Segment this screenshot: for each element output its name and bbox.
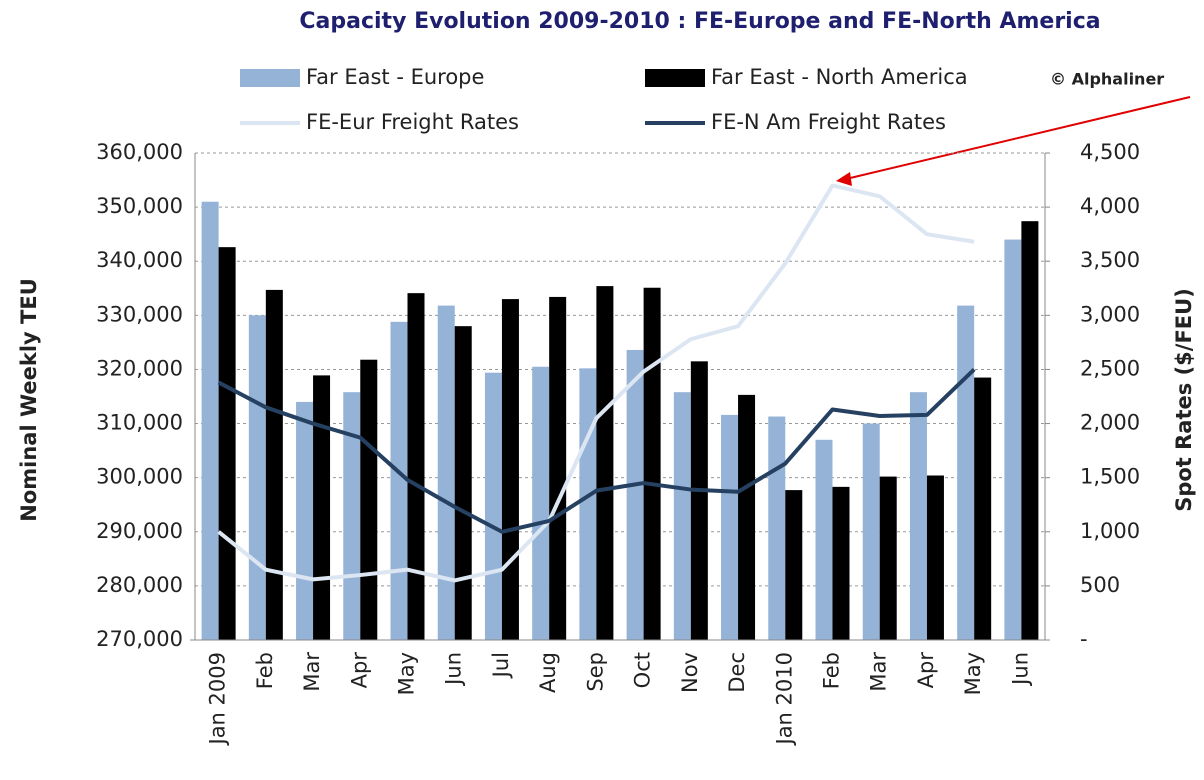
y2-tick-label: 4,000 [1080, 194, 1140, 218]
line [217, 368, 976, 534]
x-tick-label: Jul [489, 652, 513, 679]
y2-tick-label: 2,500 [1080, 356, 1140, 380]
x-tick-label: Oct [631, 652, 655, 688]
line [217, 183, 975, 583]
bar [785, 490, 803, 640]
y-tick-label: 360,000 [96, 140, 183, 164]
bar [1021, 221, 1039, 640]
bar [673, 392, 691, 640]
y2-tick-label: - [1080, 627, 1088, 651]
x-tick-label: Aug [536, 652, 560, 693]
x-tick-label: Apr [914, 652, 938, 689]
x-tick-label: Jun [1008, 652, 1032, 687]
bar [313, 375, 331, 640]
annotation-arrow [845, 96, 1191, 180]
bar [454, 326, 472, 640]
bar [390, 321, 408, 640]
bar [832, 486, 850, 640]
bar [218, 247, 236, 641]
bar [501, 299, 519, 640]
bar [201, 201, 219, 640]
arrow-head [836, 172, 852, 186]
bar [862, 423, 880, 640]
bar [437, 305, 455, 640]
bar [248, 315, 266, 640]
legend-label: FE-Eur Freight Rates [306, 110, 519, 134]
x-tick-label: May [961, 652, 985, 695]
y-tick-label: 300,000 [96, 465, 183, 489]
bar [265, 289, 283, 640]
y-tick-label: 350,000 [96, 194, 183, 218]
y2-tick-label: 4,500 [1080, 140, 1140, 164]
x-tick-label: Jun [442, 652, 466, 687]
y-tick-label: 270,000 [96, 627, 183, 651]
y-tick-label: 280,000 [96, 573, 183, 597]
bar [768, 416, 786, 640]
bar [532, 366, 550, 640]
bar [596, 286, 614, 640]
legend-label: FE-N Am Freight Rates [711, 110, 946, 134]
bar [721, 414, 739, 640]
bar [579, 368, 597, 640]
x-tick-label: Mar [300, 652, 324, 692]
x-tick-label: Dec [725, 652, 749, 693]
bar [407, 293, 425, 640]
y2-tick-label: 500 [1080, 573, 1120, 597]
bar [738, 394, 756, 640]
x-tick-label: Feb [820, 652, 844, 689]
y-tick-label: 340,000 [96, 248, 183, 272]
x-tick-label: Nov [678, 652, 702, 693]
x-tick-label: Feb [253, 652, 277, 689]
bar [296, 401, 314, 640]
bar [974, 377, 992, 640]
bar [343, 392, 361, 640]
y-tick-label: 310,000 [96, 411, 183, 435]
chart-title: Capacity Evolution 2009-2010 : FE-Europe… [299, 9, 1100, 34]
bar [815, 439, 833, 640]
x-tick-label: Apr [347, 652, 371, 689]
bar [926, 475, 944, 640]
x-tick-label: Jan 2010 [772, 652, 796, 747]
legend-swatch [645, 69, 705, 87]
x-tick-label: Sep [583, 652, 607, 692]
y-tick-label: 330,000 [96, 302, 183, 326]
x-tick-label: May [395, 652, 419, 695]
legend-label: Far East - Europe [306, 65, 484, 89]
bar [879, 476, 897, 640]
legend-label: Far East - North America [711, 65, 968, 89]
bar [626, 349, 644, 640]
y2-tick-label: 3,500 [1080, 248, 1140, 272]
y-tick-label: 290,000 [96, 519, 183, 543]
legend-swatch [240, 69, 300, 87]
y2-tick-label: 2,000 [1080, 411, 1140, 435]
bar [1004, 239, 1022, 641]
bar [690, 361, 708, 640]
y2-tick-label: 3,000 [1080, 302, 1140, 326]
x-tick-label: Mar [867, 652, 891, 692]
y2-axis-title: Spot Rates ($/FEU) [1172, 288, 1196, 512]
y2-tick-label: 1,500 [1080, 465, 1140, 489]
bar [643, 287, 661, 640]
x-tick-label: Jan 2009 [206, 652, 230, 747]
y2-tick-label: 1,000 [1080, 519, 1140, 543]
bar [360, 359, 378, 640]
annotation: © Alphaliner [1050, 70, 1164, 89]
bar [549, 296, 567, 640]
y-tick-label: 320,000 [96, 356, 183, 380]
bar [484, 372, 502, 640]
bar [957, 305, 975, 640]
y-axis-title: Nominal Weekly TEU [17, 278, 41, 522]
bar [909, 392, 927, 640]
